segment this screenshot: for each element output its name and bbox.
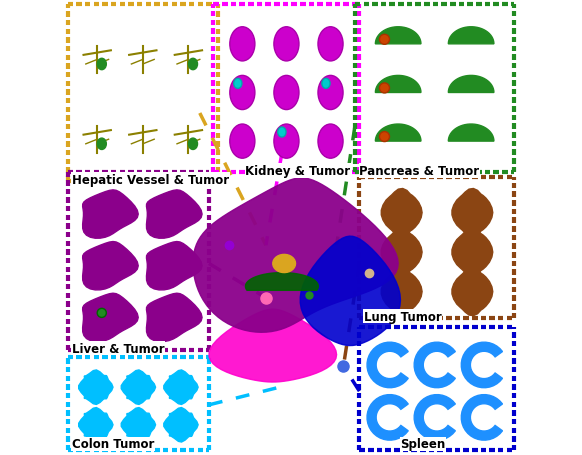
Polygon shape [462,343,502,388]
Polygon shape [147,191,202,239]
Polygon shape [367,343,408,388]
FancyBboxPatch shape [214,5,360,173]
Polygon shape [164,370,198,404]
FancyBboxPatch shape [68,357,209,450]
Text: Spleen: Spleen [400,437,446,450]
FancyBboxPatch shape [360,328,514,450]
Ellipse shape [274,125,299,159]
Polygon shape [83,242,139,290]
Ellipse shape [318,125,343,159]
Ellipse shape [379,84,389,94]
Polygon shape [452,228,493,277]
Ellipse shape [97,59,107,71]
Ellipse shape [230,76,255,110]
Ellipse shape [274,28,299,62]
Polygon shape [452,268,493,316]
Polygon shape [367,395,408,440]
Polygon shape [246,273,318,291]
Ellipse shape [278,128,286,138]
Polygon shape [375,28,421,45]
Ellipse shape [379,35,389,45]
Polygon shape [381,228,422,277]
Polygon shape [164,408,198,442]
Ellipse shape [318,76,343,110]
Polygon shape [452,189,493,237]
Polygon shape [300,237,400,346]
FancyBboxPatch shape [355,5,514,173]
Polygon shape [448,125,494,142]
Ellipse shape [274,76,299,110]
Text: Pancreas & Tumor: Pancreas & Tumor [360,164,480,177]
Polygon shape [381,189,422,237]
Ellipse shape [230,28,255,62]
Ellipse shape [97,308,107,318]
Polygon shape [83,293,139,342]
Text: Lung Tumor: Lung Tumor [364,310,442,323]
Ellipse shape [234,79,242,89]
Ellipse shape [230,125,255,159]
Polygon shape [193,178,398,333]
Polygon shape [79,408,113,442]
Polygon shape [147,293,202,342]
Polygon shape [375,76,421,93]
Polygon shape [83,191,139,239]
Text: Hepatic Vessel & Tumor: Hepatic Vessel & Tumor [72,173,229,187]
Polygon shape [462,395,502,440]
Text: Liver & Tumor: Liver & Tumor [72,342,165,355]
Ellipse shape [322,79,330,89]
Ellipse shape [189,59,197,71]
Polygon shape [375,125,421,142]
Polygon shape [414,343,455,388]
Polygon shape [414,395,455,440]
Polygon shape [147,242,202,290]
FancyBboxPatch shape [68,5,218,182]
Ellipse shape [189,139,197,150]
FancyBboxPatch shape [68,173,209,350]
Text: Kidney & Tumor: Kidney & Tumor [246,164,350,177]
Polygon shape [209,309,336,382]
Ellipse shape [97,139,107,150]
Polygon shape [273,255,296,273]
Ellipse shape [318,28,343,62]
Polygon shape [79,370,113,404]
Polygon shape [121,408,155,442]
Polygon shape [448,28,494,45]
FancyBboxPatch shape [360,177,514,318]
Text: Colon Tumor: Colon Tumor [72,437,154,450]
Polygon shape [121,370,155,404]
Polygon shape [448,76,494,93]
Polygon shape [381,268,422,316]
Ellipse shape [379,132,389,142]
